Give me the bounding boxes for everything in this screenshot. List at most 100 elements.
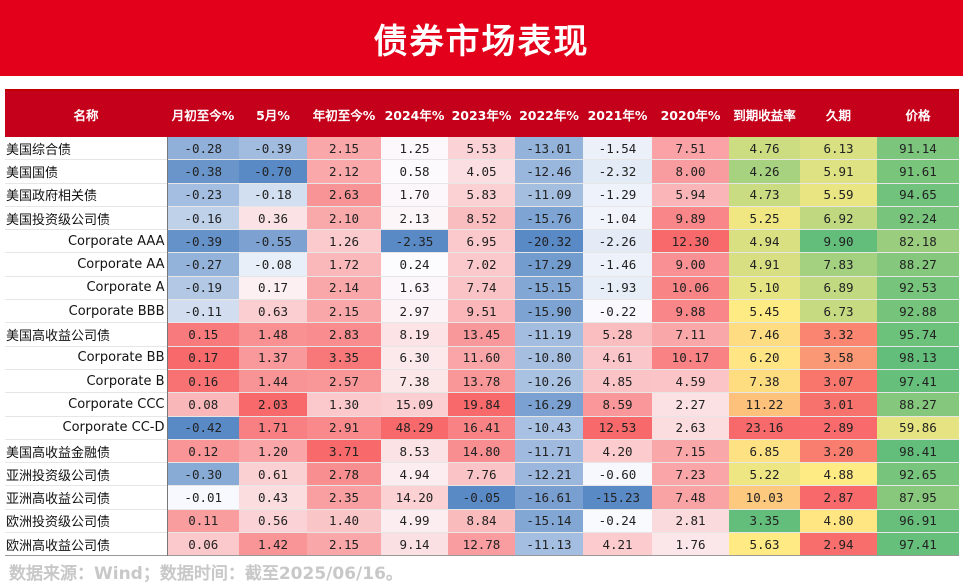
value-cell: -0.39 — [239, 137, 307, 160]
value-cell: 8.00 — [652, 159, 729, 184]
value-cell: 19.84 — [448, 392, 515, 417]
column-header: 价格 — [877, 91, 959, 137]
page-title: 债券市场表现 — [373, 21, 590, 62]
value-cell: 1.40 — [307, 509, 381, 533]
bond-name-cell: 美国投资级公司债 — [5, 206, 168, 230]
value-cell: -15.90 — [515, 299, 583, 323]
value-cell: 0.43 — [239, 485, 307, 510]
value-cell: 87.95 — [877, 485, 959, 510]
value-cell: -0.19 — [167, 276, 239, 300]
value-cell: 9.51 — [448, 299, 515, 323]
value-cell: 3.32 — [800, 322, 877, 347]
value-cell: 4.91 — [729, 252, 800, 277]
column-header: 2024年% — [381, 91, 448, 137]
value-cell: 5.59 — [800, 183, 877, 207]
value-cell: 2.89 — [800, 416, 877, 440]
value-cell: -15.76 — [515, 206, 583, 230]
value-cell: 2.81 — [652, 509, 729, 533]
column-header: 2022年% — [515, 91, 583, 137]
value-cell: 91.14 — [877, 137, 959, 160]
table-row: 美国国债 -0.38 -0.70 2.12 0.58 4.05 -12.46 -2.32 8.0… — [5, 159, 959, 184]
value-cell: 3.71 — [307, 439, 381, 463]
value-cell: 4.59 — [652, 369, 729, 393]
value-cell: 0.24 — [381, 252, 448, 277]
value-cell: -2.26 — [583, 229, 652, 253]
value-cell: 6.30 — [381, 346, 448, 370]
value-cell: 4.21 — [583, 532, 652, 556]
value-cell: 0.17 — [167, 346, 239, 370]
value-cell: -0.16 — [167, 206, 239, 230]
value-cell: 4.05 — [448, 159, 515, 184]
value-cell: 6.13 — [800, 137, 877, 160]
title-banner: 债券市场表现 — [0, 0, 963, 76]
value-cell: 2.87 — [800, 485, 877, 510]
table-row: 美国高收益公司债 0.15 1.48 2.83 8.19 13.45 -11.19 5.28 7… — [5, 322, 959, 347]
bond-name-cell: 欧洲高收益公司债 — [5, 532, 168, 556]
bond-name-cell: Corporate AAA — [5, 229, 168, 253]
value-cell: -0.28 — [167, 137, 239, 160]
value-cell: 8.84 — [448, 509, 515, 533]
value-cell: -11.13 — [515, 532, 583, 556]
bond-name-cell: 欧洲投资级公司债 — [5, 509, 168, 533]
value-cell: 1.42 — [239, 532, 307, 556]
value-cell: 4.94 — [729, 229, 800, 253]
value-cell: -12.46 — [515, 159, 583, 184]
value-cell: 5.28 — [583, 322, 652, 347]
value-cell: 0.58 — [381, 159, 448, 184]
bond-name-cell: Corporate CC-D — [5, 416, 168, 440]
value-cell: -17.29 — [515, 252, 583, 277]
value-cell: 5.94 — [652, 183, 729, 207]
table-row: Corporate B 0.16 1.44 2.57 7.38 13.78 -10.26 4.… — [5, 369, 959, 393]
bond-name-cell: 美国综合债 — [5, 137, 168, 160]
value-cell: -10.43 — [515, 416, 583, 440]
value-cell: 11.22 — [729, 392, 800, 417]
value-cell: 11.60 — [448, 346, 515, 370]
value-cell: 4.20 — [583, 439, 652, 463]
value-cell: 7.51 — [652, 137, 729, 160]
value-cell: -0.11 — [167, 299, 239, 323]
bond-name-cell: Corporate BBB — [5, 299, 168, 323]
column-header: 到期收益率 — [729, 91, 800, 137]
value-cell: 7.15 — [652, 439, 729, 463]
value-cell: 2.94 — [800, 532, 877, 556]
value-cell: 2.14 — [307, 276, 381, 300]
value-cell: 9.89 — [652, 206, 729, 230]
bond-name-cell: Corporate CCC — [5, 392, 168, 417]
value-cell: 16.41 — [448, 416, 515, 440]
value-cell: 4.85 — [583, 369, 652, 393]
value-cell: 3.01 — [800, 392, 877, 417]
value-cell: 6.73 — [800, 299, 877, 323]
value-cell: 3.20 — [800, 439, 877, 463]
bond-name-cell: 美国高收益金融债 — [5, 439, 168, 463]
value-cell: 0.16 — [167, 369, 239, 393]
value-cell: -0.22 — [583, 299, 652, 323]
value-cell: 2.27 — [652, 392, 729, 417]
value-cell: -0.27 — [167, 252, 239, 277]
bond-name-cell: 美国高收益公司债 — [5, 322, 168, 347]
value-cell: 59.86 — [877, 416, 959, 440]
value-cell: 92.24 — [877, 206, 959, 230]
value-cell: 92.53 — [877, 276, 959, 300]
value-cell: 9.88 — [652, 299, 729, 323]
value-cell: 9.14 — [381, 532, 448, 556]
value-cell: 96.91 — [877, 509, 959, 533]
value-cell: 2.63 — [307, 183, 381, 207]
table-row: Corporate AAA -0.39 -0.55 1.26 -2.35 6.95 -20.… — [5, 229, 959, 253]
value-cell: 4.76 — [729, 137, 800, 160]
column-header: 久期 — [800, 91, 877, 137]
value-cell: 7.38 — [729, 369, 800, 393]
value-cell: 1.71 — [239, 416, 307, 440]
value-cell: 7.74 — [448, 276, 515, 300]
value-cell: 14.80 — [448, 439, 515, 463]
value-cell: -13.01 — [515, 137, 583, 160]
table-row: 亚洲高收益公司债 -0.01 0.43 2.35 14.20 -0.05 -16.61 -15… — [5, 485, 959, 510]
value-cell: 3.35 — [307, 346, 381, 370]
value-cell: -15.23 — [583, 485, 652, 510]
column-header: 2023年% — [448, 91, 515, 137]
value-cell: 10.06 — [652, 276, 729, 300]
value-cell: -1.54 — [583, 137, 652, 160]
value-cell: 6.89 — [800, 276, 877, 300]
value-cell: 0.63 — [239, 299, 307, 323]
value-cell: 4.99 — [381, 509, 448, 533]
value-cell: 5.63 — [729, 532, 800, 556]
